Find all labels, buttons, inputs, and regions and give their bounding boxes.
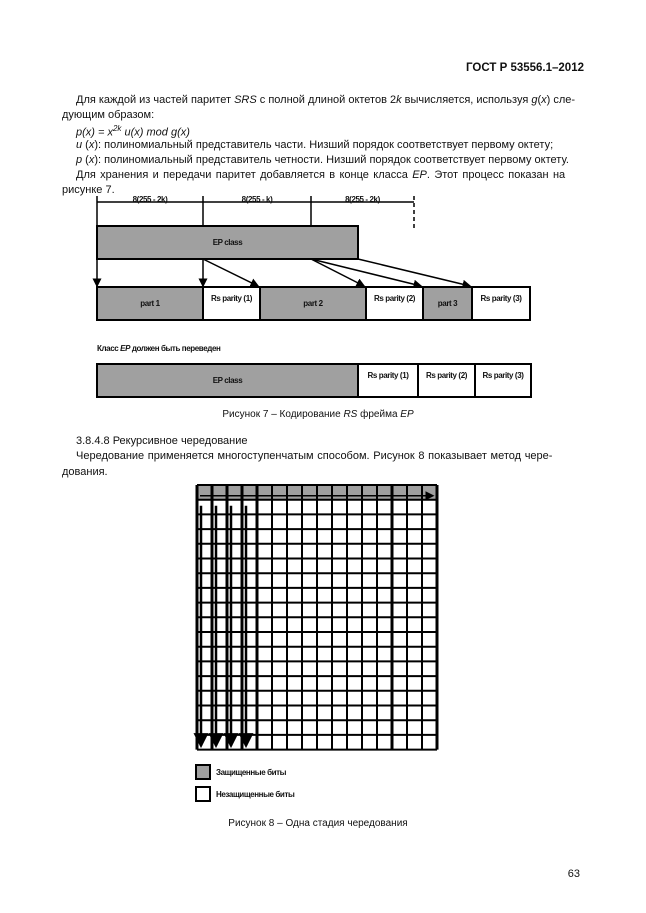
rs-parity-box: Rs parity (1)	[210, 294, 253, 303]
figure8-caption: Рисунок 8 – Одна стадия чередования	[228, 818, 408, 829]
paragraph-3: Чередование применяется многоступенчатым…	[76, 450, 553, 462]
section-heading: 3.8.4.8 Рекурсивное чередование	[76, 435, 248, 447]
p-definition: p (x): полиномиальный представитель четн…	[76, 154, 569, 166]
doc-code: ГОСТ Р 53556.1–2012	[466, 62, 584, 74]
paragraph-2-cont: рисунке 7.	[62, 184, 115, 196]
paragraph-3-cont: дования.	[62, 466, 108, 478]
page-number: 63	[567, 868, 580, 880]
ep-class-box: EP class	[212, 376, 243, 385]
ep-class-box: EP class	[212, 238, 243, 247]
formula: p(x) = x2k u(x) mod g(x)	[76, 124, 190, 139]
u-definition: u (x): полиномиальный представитель част…	[76, 139, 554, 151]
paragraph-1-cont: дующим образом:	[62, 109, 155, 121]
rs-parity-box: Rs parity (3)	[480, 294, 522, 303]
rs-parity-box: Rs parity (2)	[373, 294, 416, 303]
dim-label: 8(255 - 2k)	[345, 195, 380, 204]
paragraph-2: Для хранения и передачи паритет добавляе…	[76, 169, 566, 181]
figure7-note: Класс EP должен быть переведен	[97, 344, 221, 353]
dim-label: 8(255 - 2k)	[132, 195, 168, 204]
paragraph-1: Для каждой из частей паритет SRS с полно…	[76, 94, 576, 106]
rs-parity-box: Rs parity (1)	[367, 371, 409, 380]
figure7-caption: Рисунок 7 – Кодирование RS фрейма EP	[222, 409, 414, 420]
rs-parity-box: Rs parity (3)	[482, 371, 524, 380]
part-box: part 3	[437, 299, 458, 308]
legend-protected: Защищенные биты	[216, 768, 287, 777]
part-box: part 1	[140, 299, 160, 308]
legend-unprotected: Незащищенные биты	[216, 790, 295, 799]
part-box: part 2	[303, 299, 323, 308]
rs-parity-box: Rs parity (2)	[425, 371, 468, 380]
dim-label: 8(255 - k)	[241, 195, 273, 204]
